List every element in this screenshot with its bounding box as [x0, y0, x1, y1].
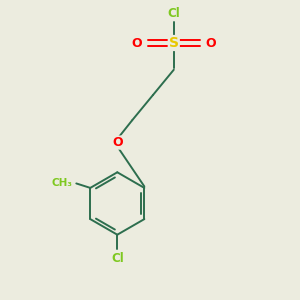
Text: Cl: Cl — [111, 252, 124, 265]
Text: S: S — [169, 36, 179, 50]
Text: Cl: Cl — [167, 7, 180, 20]
Text: CH₃: CH₃ — [51, 178, 72, 188]
Text: O: O — [112, 136, 123, 149]
Text: O: O — [131, 37, 142, 50]
Text: O: O — [206, 37, 216, 50]
